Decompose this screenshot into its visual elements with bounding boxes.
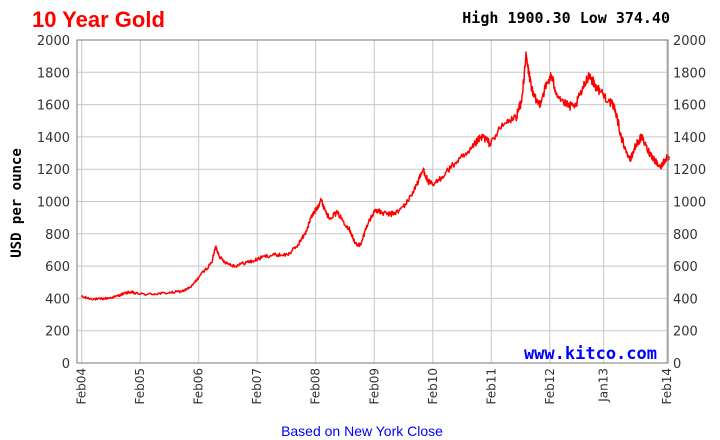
x-tick-labels: Feb04 Feb05 Feb06 Feb07 Feb08 Feb09 Feb10 Feb11… xyxy=(75,368,674,405)
y-tick-label-left: 0 xyxy=(62,357,70,372)
y-tick-label-left: 1600 xyxy=(37,99,70,114)
watermark: www.kitco.com xyxy=(524,344,657,364)
y-tick-label-left: 1800 xyxy=(37,66,70,81)
y-tick-label-right: 1800 xyxy=(673,66,706,81)
chart-title: 10 Year Gold xyxy=(32,7,165,32)
x-tick-label: Feb04 xyxy=(75,368,89,405)
plot-frame xyxy=(76,39,669,364)
y-tick-label-left: 1400 xyxy=(37,131,70,146)
y-tick-label-left: 200 xyxy=(45,325,70,340)
y-tick-label-right: 1400 xyxy=(673,131,706,146)
y-axis-label: USD per ounce xyxy=(9,148,25,258)
y-tick-label-right: 600 xyxy=(673,260,698,275)
x-tick-label: Feb06 xyxy=(192,368,206,405)
y-tick-label-right: 400 xyxy=(673,292,698,307)
y-tick-label-left: 1200 xyxy=(37,163,70,178)
y-tick-label-left: 600 xyxy=(45,260,70,275)
x-tick-label: Feb10 xyxy=(426,368,440,405)
y-tick-label-right: 1000 xyxy=(673,196,706,211)
y-tick-label-right: 1200 xyxy=(673,163,706,178)
y-tick-label-left: 1000 xyxy=(37,196,70,211)
x-tick-label: Feb09 xyxy=(367,368,381,405)
y-tick-label-right: 0 xyxy=(673,357,681,372)
y-tick-labels: 0 0 200 200 400 400 600 600 800 800 1000 1000 1200 12… xyxy=(37,34,706,372)
series-line-gold-price xyxy=(81,51,670,301)
y-tick-label-right: 200 xyxy=(673,325,698,340)
high-low-readout: High 1900.30 Low 374.40 xyxy=(462,9,670,27)
x-tick-label: Feb08 xyxy=(309,368,323,405)
y-tick-label-left: 400 xyxy=(45,292,70,307)
x-tick-label: Feb05 xyxy=(133,368,147,405)
x-tick-label: Feb12 xyxy=(543,368,557,405)
x-tick-label: Feb11 xyxy=(484,368,498,405)
y-tick-label-right: 2000 xyxy=(673,34,706,49)
x-axis-label: Based on New York Close xyxy=(281,423,443,439)
x-tick-label: Feb14 xyxy=(660,368,674,405)
y-tick-label-left: 800 xyxy=(45,228,70,243)
x-tick-label: Jan13 xyxy=(597,368,611,403)
y-tick-label-left: 2000 xyxy=(37,34,70,49)
x-tick-label: Feb07 xyxy=(250,368,264,405)
y-tick-label-right: 1600 xyxy=(673,99,706,114)
y-tick-label-right: 800 xyxy=(673,228,698,243)
